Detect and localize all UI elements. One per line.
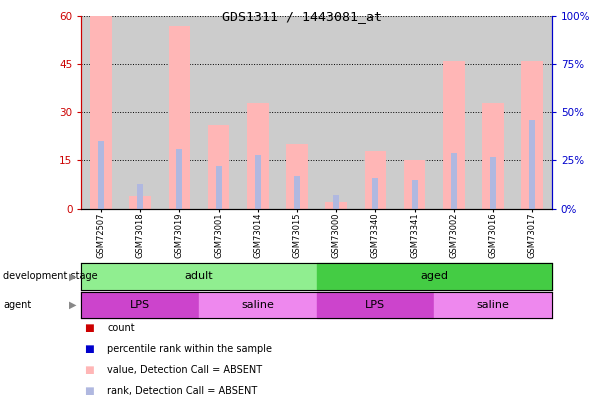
Text: aged: aged (420, 271, 448, 281)
Text: GDS1311 / 1443081_at: GDS1311 / 1443081_at (221, 10, 382, 23)
Text: LPS: LPS (130, 300, 150, 310)
Text: ▶: ▶ (69, 300, 76, 310)
Text: ■: ■ (84, 323, 94, 333)
Bar (522, 61, 543, 209)
Bar (98, 141, 104, 209)
Text: rank, Detection Call = ABSENT: rank, Detection Call = ABSENT (107, 386, 257, 396)
Bar (434, 292, 552, 318)
Bar (482, 103, 504, 209)
Bar (490, 157, 496, 209)
Bar (404, 160, 425, 209)
Bar (529, 120, 535, 209)
Bar (326, 202, 347, 209)
Text: ■: ■ (84, 365, 94, 375)
Bar (317, 292, 434, 318)
Bar (137, 183, 143, 209)
Bar (373, 178, 378, 209)
Bar (177, 149, 182, 209)
Bar (130, 196, 151, 209)
Text: saline: saline (241, 300, 274, 310)
Bar (333, 195, 339, 209)
Text: percentile rank within the sample: percentile rank within the sample (107, 344, 273, 354)
Bar (169, 26, 190, 209)
Bar (208, 125, 229, 209)
Text: ■: ■ (84, 344, 94, 354)
Text: LPS: LPS (365, 300, 385, 310)
Bar (199, 292, 317, 318)
Bar (216, 166, 221, 209)
Bar (365, 151, 386, 209)
Text: development stage: development stage (3, 271, 98, 281)
Text: agent: agent (3, 300, 31, 310)
Bar (443, 61, 464, 209)
Bar (294, 176, 300, 209)
Text: ▶: ▶ (69, 271, 76, 281)
Text: adult: adult (185, 271, 213, 281)
Bar (317, 263, 552, 290)
Text: saline: saline (476, 300, 510, 310)
Bar (81, 263, 317, 290)
Bar (81, 292, 199, 318)
Bar (286, 145, 308, 209)
Text: count: count (107, 323, 135, 333)
Bar (90, 16, 112, 209)
Bar (412, 180, 417, 209)
Bar (255, 155, 260, 209)
Text: ■: ■ (84, 386, 94, 396)
Text: value, Detection Call = ABSENT: value, Detection Call = ABSENT (107, 365, 262, 375)
Bar (451, 153, 456, 209)
Bar (247, 103, 268, 209)
